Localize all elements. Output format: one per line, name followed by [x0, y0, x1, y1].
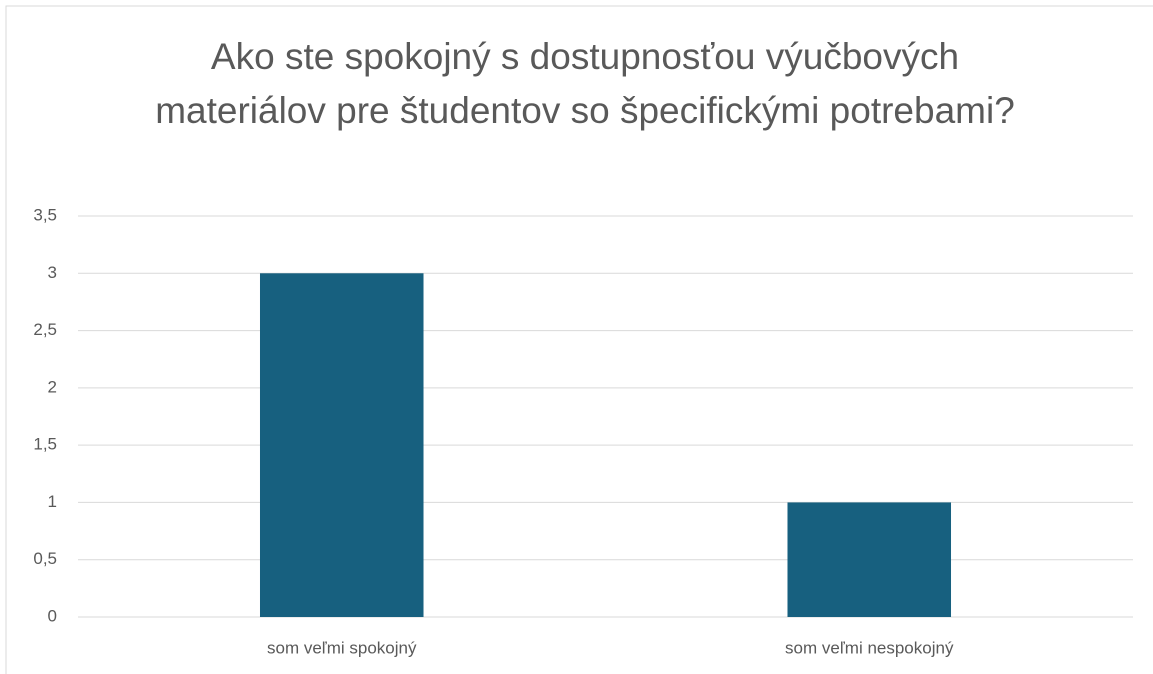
- y-tick-label: 1: [48, 492, 57, 511]
- bar: [787, 502, 952, 617]
- y-tick-label: 1,5: [33, 435, 57, 454]
- x-tick-label: som veľmi spokojný: [267, 638, 417, 657]
- chart-border: [5, 5, 1153, 674]
- y-tick-label: 3: [48, 263, 57, 282]
- y-tick-label: 3,5: [33, 205, 57, 224]
- y-tick-label: 0: [48, 606, 57, 625]
- y-tick-label: 2: [48, 377, 57, 396]
- bar: [259, 273, 424, 617]
- y-tick-label: 0,5: [33, 549, 57, 568]
- chart-title: Ako ste spokojný s dostupnosťou výučbový…: [155, 36, 1015, 131]
- x-tick-label: som veľmi nespokojný: [785, 638, 954, 657]
- y-tick-label: 2,5: [33, 320, 57, 339]
